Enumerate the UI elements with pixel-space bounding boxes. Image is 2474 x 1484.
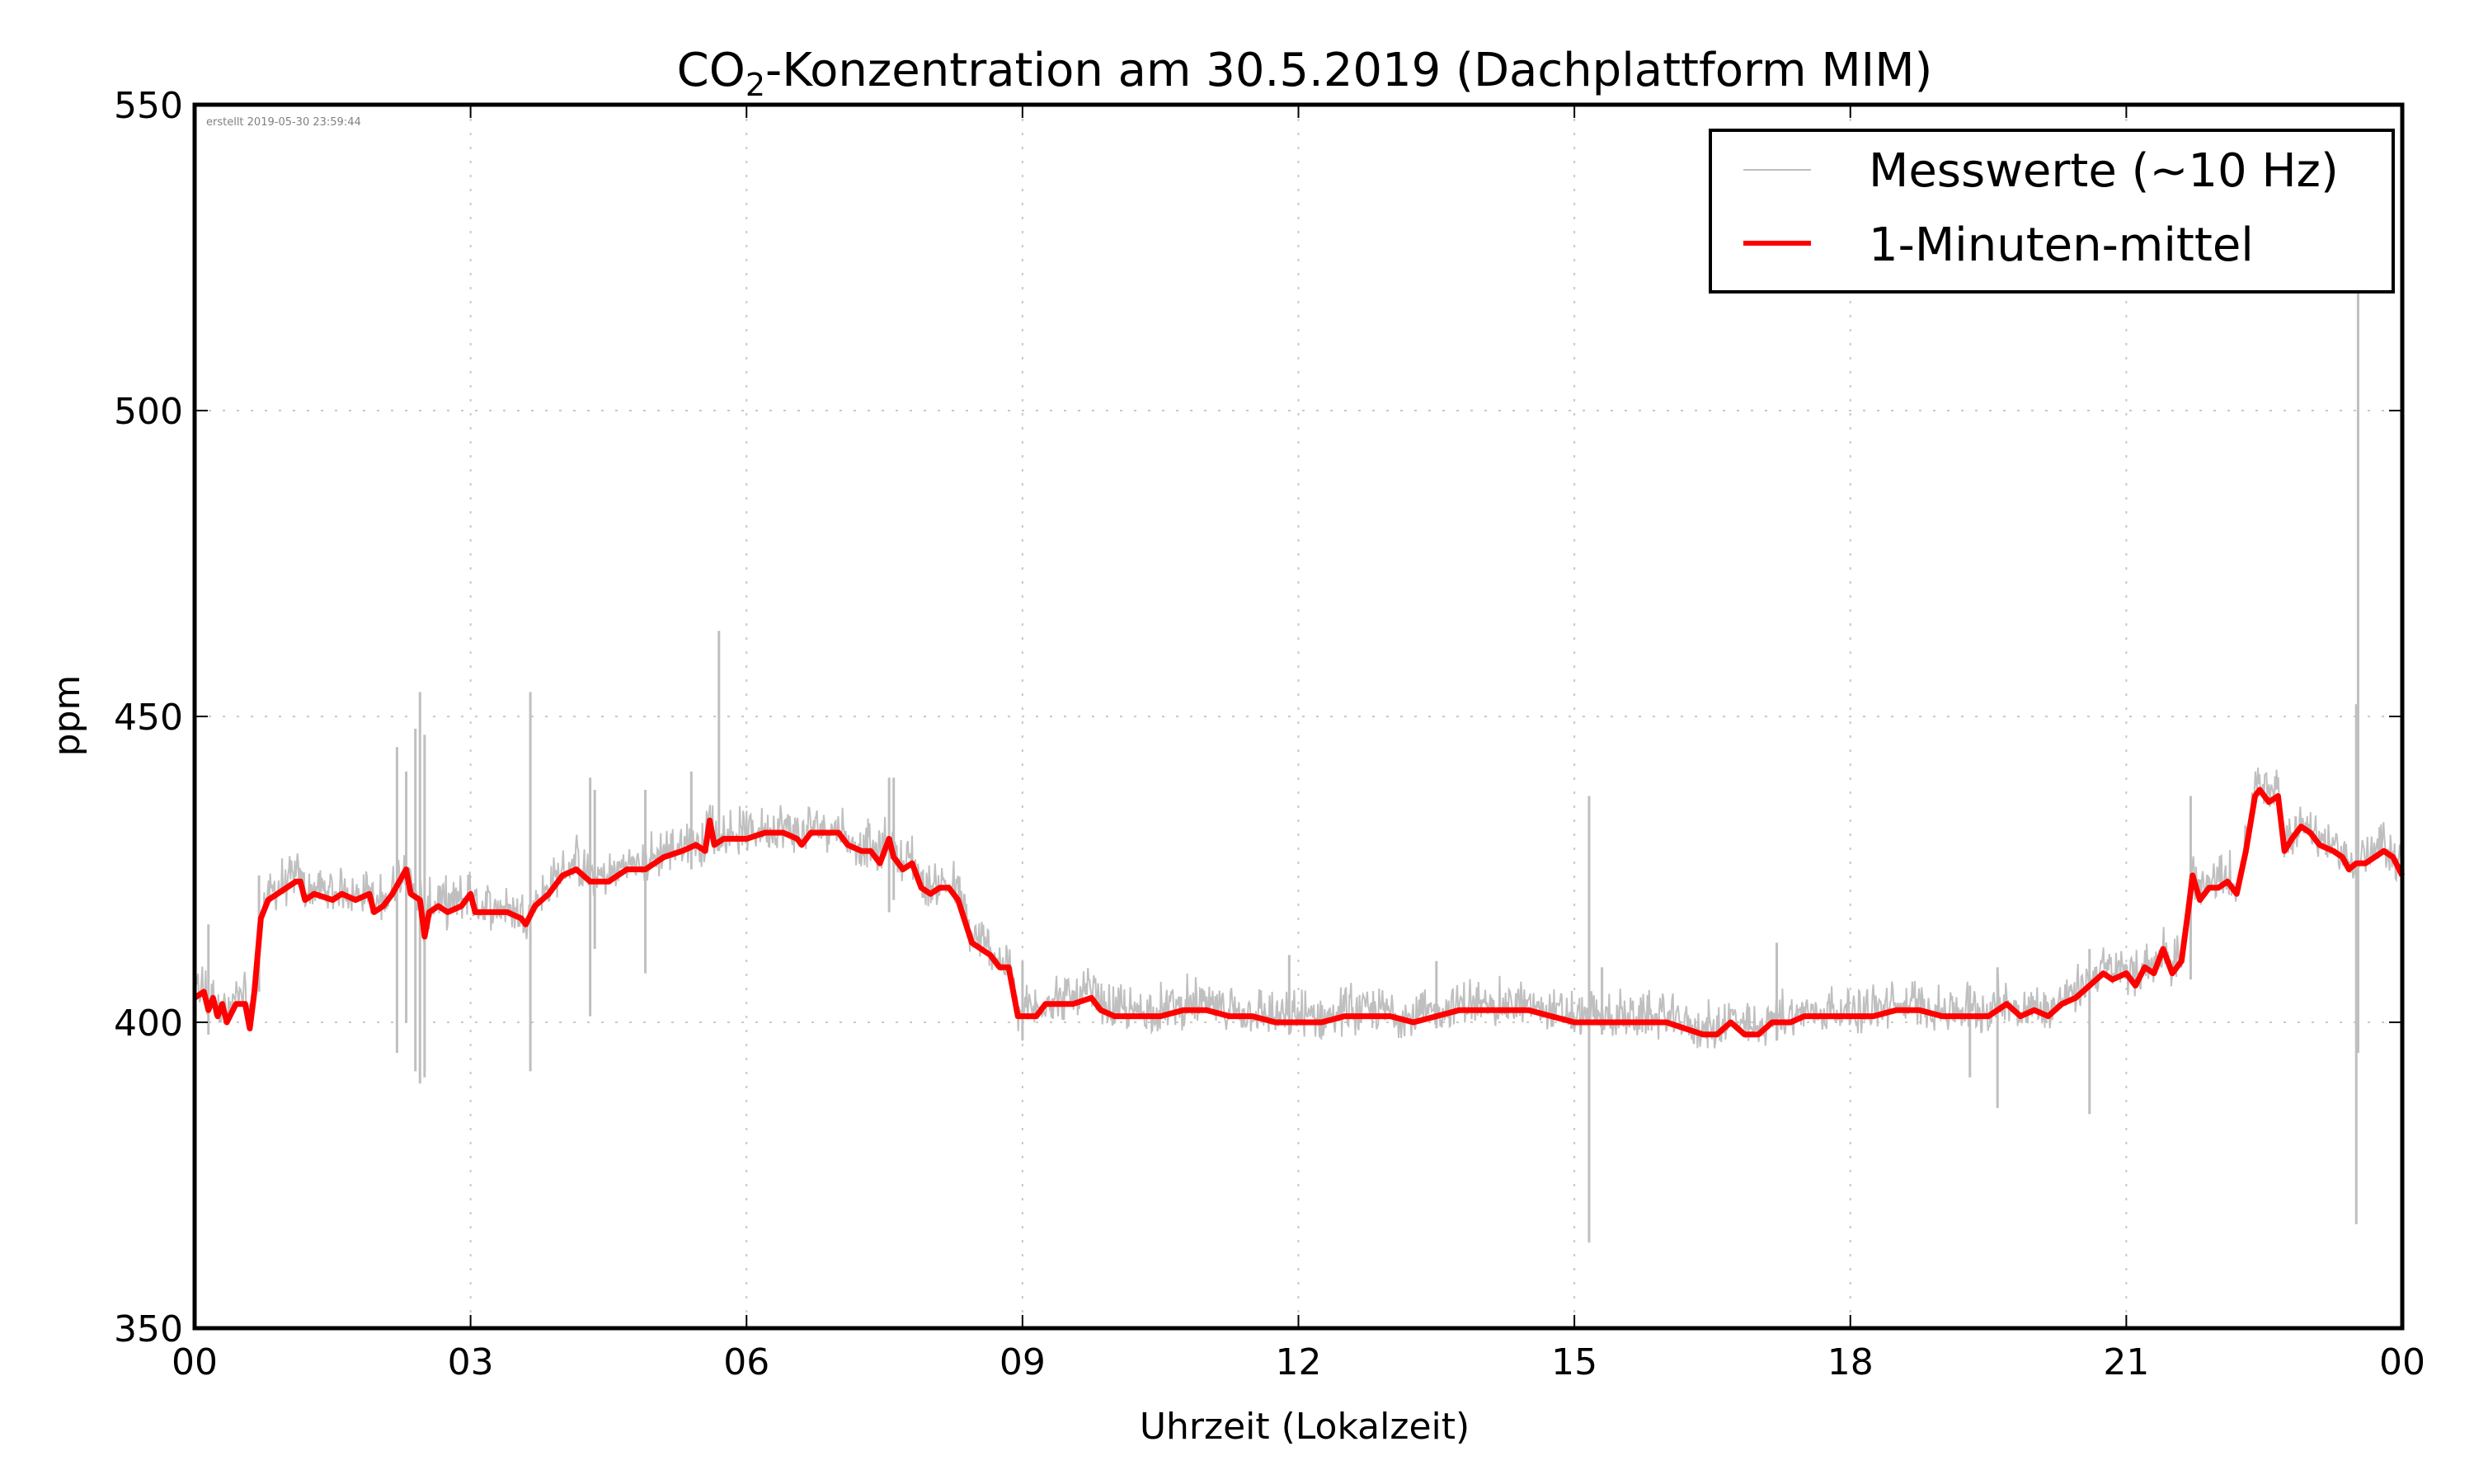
x-tick-label: 12 bbox=[1276, 1341, 1322, 1383]
y-tick-label: 500 bbox=[114, 391, 183, 433]
ticks bbox=[194, 104, 2403, 1329]
x-tick-label: 06 bbox=[723, 1341, 769, 1383]
legend-label-messwerte: Messwerte (~10 Hz) bbox=[1869, 144, 2339, 198]
y-axis-label: ppm bbox=[46, 675, 88, 757]
x-tick-label: 21 bbox=[2103, 1341, 2149, 1383]
title-prefix: CO bbox=[677, 44, 745, 97]
legend-label-mittel: 1-Minuten-mittel bbox=[1869, 218, 2254, 272]
title-subscript: 2 bbox=[745, 67, 765, 103]
y-tick-label: 450 bbox=[114, 697, 183, 739]
y-tick-labels: 350 400 450 500 550 bbox=[114, 85, 183, 1350]
y-tick-label: 400 bbox=[114, 1003, 183, 1045]
y-tick-label: 350 bbox=[114, 1308, 183, 1350]
x-tick-label: 00 bbox=[2379, 1341, 2425, 1383]
x-tick-label: 15 bbox=[1551, 1341, 1597, 1383]
x-tick-label: 18 bbox=[1827, 1341, 1874, 1383]
x-tick-label: 03 bbox=[448, 1341, 494, 1383]
legend: Messwerte (~10 Hz) 1-Minuten-mittel bbox=[1709, 129, 2395, 294]
x-axis-label: Uhrzeit (Lokalzeit) bbox=[1140, 1406, 1470, 1448]
created-timestamp: erstellt 2019-05-30 23:59:44 bbox=[206, 116, 361, 129]
x-tick-label: 09 bbox=[999, 1341, 1046, 1383]
legend-box bbox=[1709, 129, 2395, 294]
raw-series-messwerte bbox=[194, 129, 2403, 1243]
y-tick-label: 550 bbox=[114, 85, 183, 127]
chart-title: CO2-Konzentration am 30.5.2019 (Dachplat… bbox=[677, 44, 1933, 103]
x-tick-label: 00 bbox=[172, 1341, 218, 1383]
title-suffix: -Konzentration am 30.5.2019 (Dachplattfo… bbox=[765, 44, 1932, 97]
mean-series-1-minuten-mittel bbox=[193, 787, 2406, 1038]
x-tick-labels: 00 03 06 09 12 15 18 21 00 bbox=[172, 1341, 2425, 1383]
